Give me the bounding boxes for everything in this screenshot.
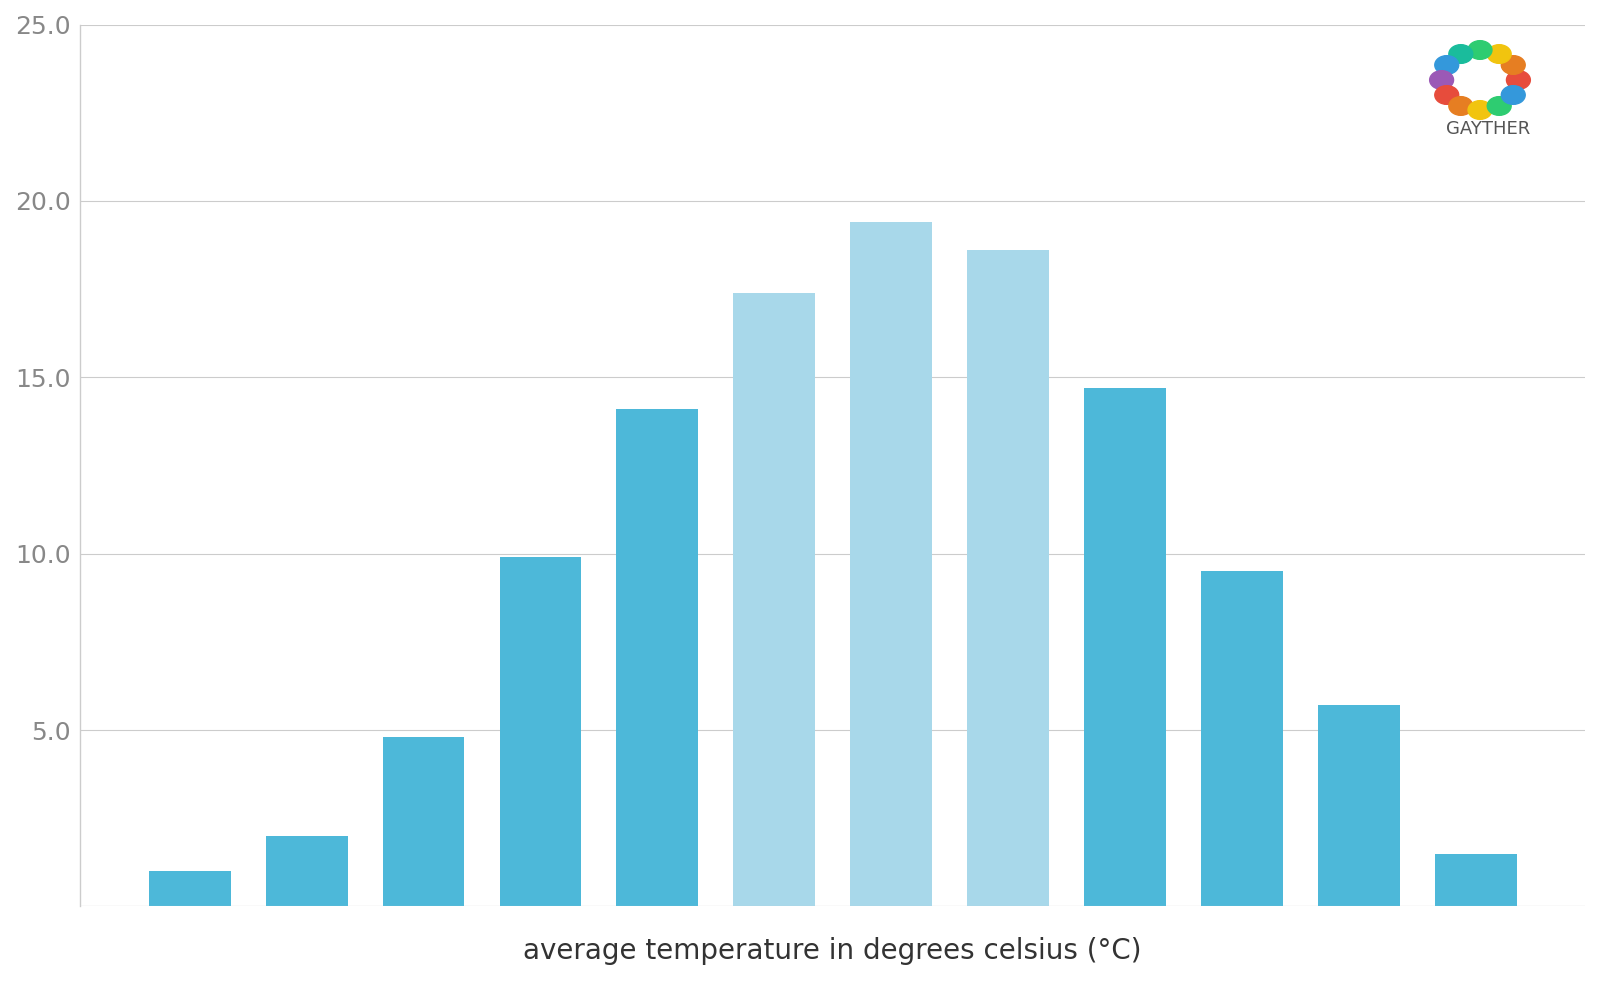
Bar (266, 836, 347, 906)
Bar (499, 557, 581, 906)
Circle shape (1488, 97, 1510, 115)
Bar (733, 293, 816, 906)
Circle shape (1488, 45, 1510, 63)
Circle shape (1450, 97, 1472, 115)
Circle shape (1435, 86, 1459, 104)
Circle shape (1501, 56, 1525, 74)
Text: GAYTHER: GAYTHER (1446, 120, 1530, 138)
Circle shape (1435, 56, 1459, 74)
Circle shape (1501, 86, 1525, 104)
Bar (966, 250, 1050, 906)
Circle shape (1469, 101, 1491, 119)
X-axis label: average temperature in degrees celsius (°C): average temperature in degrees celsius (… (523, 937, 1142, 965)
Bar (1085, 388, 1166, 906)
Bar (149, 871, 230, 906)
Bar (1318, 705, 1400, 906)
Bar (382, 737, 464, 906)
Circle shape (1469, 41, 1491, 59)
Bar (850, 222, 933, 906)
Circle shape (1430, 71, 1453, 89)
Bar (1202, 571, 1283, 906)
Circle shape (1507, 71, 1530, 89)
Bar (616, 409, 698, 906)
Bar (1435, 854, 1517, 906)
Circle shape (1450, 45, 1472, 63)
